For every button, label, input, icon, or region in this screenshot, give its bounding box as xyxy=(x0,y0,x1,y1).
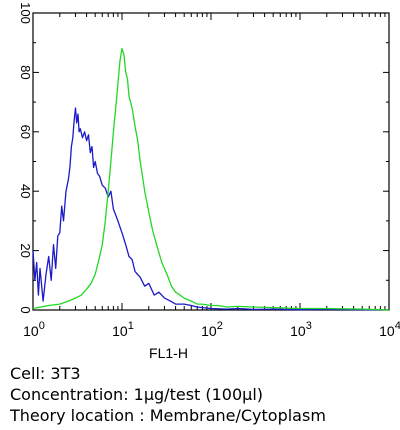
caption-theory-location: Theory location : Membrane/Cytoplasm xyxy=(10,406,326,425)
y-tick-label: 80 xyxy=(18,65,33,79)
x-tick-label: 103 xyxy=(290,320,312,339)
x-tick-label: 104 xyxy=(379,320,400,339)
y-tick-label: 0 xyxy=(18,306,33,313)
histogram-series-1 xyxy=(32,107,390,311)
x-axis-label: FL1-H xyxy=(149,345,188,361)
histogram-series-2 xyxy=(32,47,390,311)
y-tick-label: 40 xyxy=(18,184,33,198)
x-tick-label: 100 xyxy=(23,320,45,339)
y-tick-label: 100 xyxy=(18,2,33,24)
caption-concentration: Concentration: 1µg/test (100µl) xyxy=(10,385,264,404)
caption-cell: Cell: 3T3 xyxy=(10,364,81,383)
y-tick-label: 60 xyxy=(18,125,33,139)
histogram-chart: 100 101 102 103 104 0 20 40 60 80 100 FL1-H xyxy=(18,2,400,361)
plot-frame xyxy=(32,12,390,311)
y-tick-label: 20 xyxy=(18,243,33,257)
x-tick-label: 101 xyxy=(112,320,134,339)
chart-svg: 100 101 102 103 104 0 20 40 60 80 100 FL1-H xyxy=(18,2,400,361)
x-tick-label: 102 xyxy=(201,320,223,339)
